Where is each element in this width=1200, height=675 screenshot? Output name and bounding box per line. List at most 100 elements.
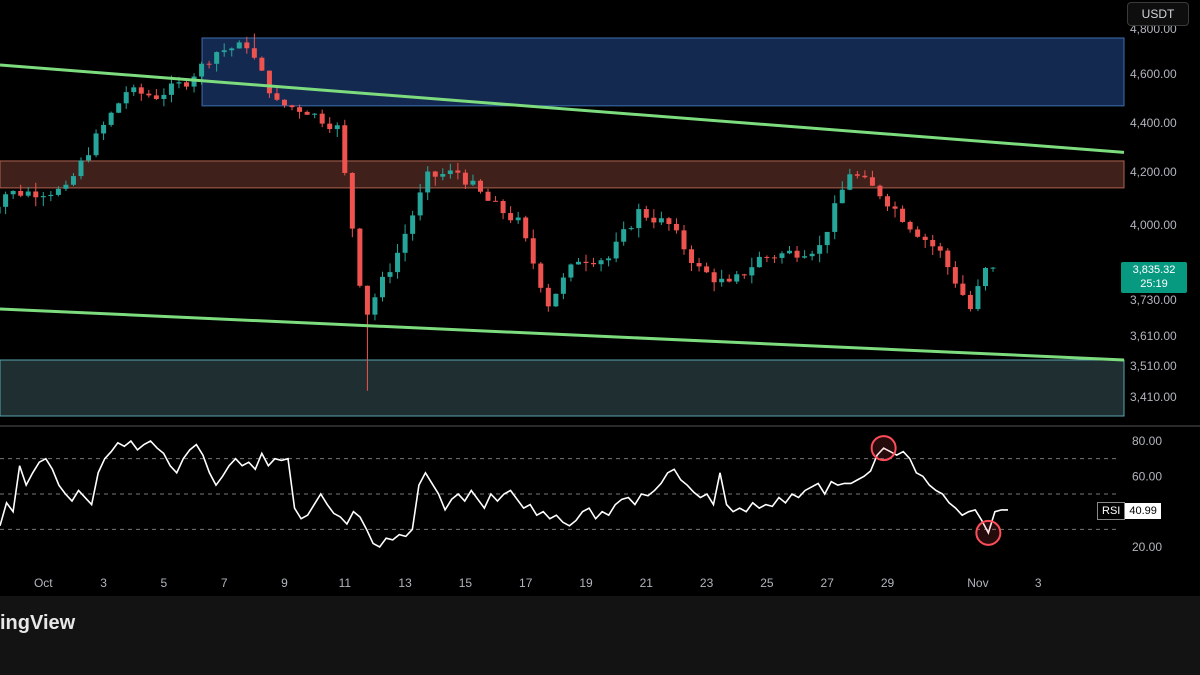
candle-down <box>854 174 860 176</box>
candle-up <box>70 176 76 185</box>
candle-down <box>885 196 890 207</box>
candle-up <box>553 293 559 307</box>
candle-up <box>809 253 815 257</box>
rsi-value-tag: RSI 40.99 <box>1097 502 1161 520</box>
candle-down <box>696 263 702 267</box>
candle-up <box>787 250 793 254</box>
candle-up <box>78 160 84 177</box>
candle-down <box>930 239 936 247</box>
candle-down <box>711 272 717 283</box>
time-tick-label: 15 <box>459 576 473 590</box>
time-axis: 3Oct357911131517192123252729Nov3 <box>34 576 1042 590</box>
candle-up <box>824 231 830 246</box>
candle-down <box>591 262 597 265</box>
candle-down <box>945 250 951 268</box>
candle-up <box>847 174 853 190</box>
candle-up <box>108 112 114 125</box>
candle-down <box>349 172 355 229</box>
candlestick-series <box>0 33 996 391</box>
candle-up <box>749 267 755 276</box>
candle-down <box>297 107 303 112</box>
candle-up <box>387 272 393 277</box>
candle-down <box>327 123 333 130</box>
price-tick-label: 4,000.00 <box>1130 218 1177 232</box>
price-tick-label: 4,400.00 <box>1130 116 1177 130</box>
candle-down <box>771 257 777 259</box>
price-tick-label: 4,600.00 <box>1130 67 1177 81</box>
currency-selector[interactable]: USDT <box>1127 2 1189 26</box>
candle-down <box>960 283 966 295</box>
rsi-line <box>0 439 1008 549</box>
rsi-tick-label: 80.00 <box>1132 434 1162 448</box>
brand-logo-text: ingView <box>0 612 76 634</box>
candle-up <box>470 180 476 185</box>
candle-down <box>184 82 190 87</box>
candle-up <box>176 82 182 84</box>
candle-down <box>508 213 514 221</box>
supply-zone <box>201 37 1125 107</box>
time-tick-label: Oct <box>34 576 53 590</box>
bar-countdown: 25:19 <box>1140 278 1168 290</box>
candle-down <box>274 93 280 100</box>
rsi-value: 40.99 <box>1125 503 1161 519</box>
candle-up <box>568 264 574 278</box>
candle-down <box>500 200 506 214</box>
candle-up <box>832 203 838 232</box>
time-tick-label: 25 <box>760 576 774 590</box>
candle-down <box>651 217 657 223</box>
candle-up <box>817 245 823 254</box>
footer-bar <box>0 596 1200 675</box>
candle-down <box>33 191 39 198</box>
candle-up <box>214 52 220 64</box>
candle-up <box>575 261 581 265</box>
candle-down <box>266 70 272 94</box>
candle-up <box>40 196 46 198</box>
candle-up <box>598 260 604 265</box>
candle-down <box>952 267 958 284</box>
candle-down <box>915 229 921 237</box>
candle-up <box>395 252 401 273</box>
rsi-label: RSI <box>1097 502 1126 520</box>
candle-down <box>18 190 24 196</box>
candle-up <box>221 50 227 53</box>
candle-up <box>25 191 31 196</box>
candle-down <box>364 285 370 315</box>
candle-up <box>560 277 566 294</box>
candle-down <box>357 228 363 286</box>
candle-up <box>440 173 446 177</box>
candle-down <box>666 218 672 224</box>
demand-zone <box>0 359 1125 417</box>
candle-up <box>606 258 612 261</box>
candle-down <box>289 105 295 108</box>
candle-up <box>982 267 988 287</box>
candle-down <box>432 171 438 177</box>
time-tick-label: Nov <box>967 576 988 590</box>
price-tick-label: 3,410.00 <box>1130 390 1177 404</box>
price-tick-label: 3,730.00 <box>1130 293 1177 307</box>
candle-up <box>3 194 9 207</box>
rsi-level-lines: 80.00 60.00 20.00 <box>0 434 1162 554</box>
time-tick-label: 23 <box>700 576 714 590</box>
candle-down <box>937 246 943 251</box>
price-tick-label: 4,200.00 <box>1130 165 1177 179</box>
candle-down <box>545 287 551 307</box>
candle-down <box>206 63 212 65</box>
time-tick-label: 5 <box>161 576 168 590</box>
candle-down <box>681 230 687 250</box>
candle-up <box>636 209 642 229</box>
candle-up <box>10 190 16 195</box>
candle-down <box>538 263 544 288</box>
time-tick-label: 11 <box>339 576 352 590</box>
rsi-series <box>0 435 1008 549</box>
lower-trendline <box>0 307 1125 362</box>
candle-down <box>794 250 800 258</box>
candle-up <box>839 189 845 204</box>
candle-up <box>402 233 408 253</box>
candle-down <box>907 221 913 230</box>
rsi-highlight-circle <box>975 519 1002 546</box>
price-tick-label: 3,510.00 <box>1130 359 1177 373</box>
price-tick-label: 3,610.00 <box>1130 329 1177 343</box>
candle-down <box>304 111 310 115</box>
candle-up <box>168 83 174 95</box>
